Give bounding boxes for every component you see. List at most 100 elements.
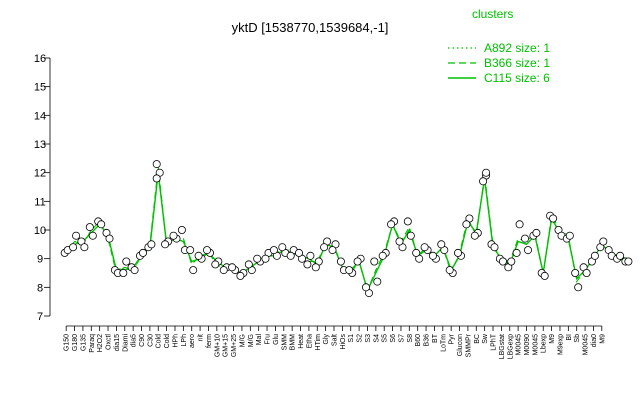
data-point [445, 266, 454, 275]
x-tick-label: Etha [306, 334, 313, 349]
data-point [88, 231, 97, 240]
x-tick-label: Mal [256, 334, 263, 346]
data-point [236, 271, 245, 280]
x-tick-label: M9exp [557, 334, 564, 355]
data-point [428, 251, 437, 260]
x-tick-label: Oxctl [106, 334, 113, 350]
x-tick-label: M0045 [583, 334, 590, 356]
x-tick-label: Cold [156, 334, 163, 349]
x-tick-label: GM+10 [214, 334, 221, 357]
chart-title: yktD [1538770,1539684,-1] [232, 20, 389, 35]
data-point [269, 246, 278, 255]
data-point [462, 220, 471, 229]
y-axis: 7 8 9 10 11 12 13 14 15 16 [34, 53, 51, 323]
data-point [395, 237, 404, 246]
data-point [219, 266, 228, 275]
y-tick-label: 8 [37, 282, 43, 294]
data-point [532, 228, 541, 237]
data-point [403, 217, 412, 226]
data-point [80, 243, 89, 252]
x-tick-label: Gly [323, 334, 330, 345]
x-tick-label: M/G [248, 334, 255, 347]
x-tick-label: BMM [290, 334, 297, 351]
data-point [130, 266, 139, 275]
data-point [328, 246, 337, 255]
data-point [177, 225, 186, 234]
data-point [306, 251, 315, 260]
data-point [406, 231, 415, 240]
data-point [261, 254, 270, 263]
x-tick-label: LBGstat [499, 334, 506, 359]
x-tick-label: GM+15 [223, 334, 230, 357]
data-point [521, 234, 530, 243]
data-point [599, 237, 608, 246]
data-point [412, 248, 421, 257]
x-tick-label: dia15 [114, 334, 121, 351]
data-point [490, 243, 499, 252]
data-point [336, 257, 345, 266]
data-point [571, 268, 580, 277]
data-point [152, 160, 161, 169]
data-point [574, 283, 583, 292]
data-point [590, 251, 599, 260]
data-point [582, 268, 591, 277]
y-tick-label: 7 [37, 311, 43, 323]
data-point [345, 266, 354, 275]
x-tick-label: M9 [599, 334, 606, 344]
x-tick-label: B60 [415, 334, 422, 347]
y-tick-label: 14 [34, 110, 46, 122]
x-tick-label: Sb [574, 334, 581, 343]
y-tick-label: 9 [37, 254, 43, 266]
data-point [370, 257, 379, 266]
legend-title: clusters [472, 7, 513, 21]
x-tick-label: H2O2 [97, 334, 104, 352]
x-tick-label: S3 [365, 334, 372, 343]
x-tick-label: M0090 [524, 334, 531, 356]
legend-label-c115: C115 size: 6 [484, 71, 550, 85]
x-tick-label: Lbexp [541, 334, 548, 353]
y-tick-label: 13 [34, 139, 46, 151]
x-tick-label: S8 [407, 334, 414, 343]
x-tick-label: Glucon [457, 334, 464, 356]
data-point [565, 231, 574, 240]
x-tick-label: BI [566, 334, 573, 341]
data-point [169, 231, 178, 240]
data-point [616, 251, 625, 260]
data-point [624, 257, 633, 266]
data-point [470, 231, 479, 240]
data-point [69, 243, 78, 252]
data-point [122, 257, 131, 266]
data-point [373, 277, 382, 286]
y-tick-label: 12 [34, 168, 46, 180]
data-point [72, 231, 81, 240]
data-point [320, 243, 329, 252]
data-point [311, 263, 320, 272]
data-point [453, 248, 462, 257]
x-tick-label: Diami [122, 334, 129, 352]
x-tick-label: dia5 [131, 334, 138, 347]
plot-area [60, 160, 633, 298]
data-point [507, 257, 516, 266]
y-tick-label: 15 [34, 82, 46, 94]
x-tick-label: M9 [549, 334, 556, 344]
data-point [482, 168, 491, 177]
data-point [211, 260, 220, 269]
data-point [105, 234, 114, 243]
data-point [278, 243, 287, 252]
data-point [138, 248, 147, 257]
x-tick-label: S2 [357, 334, 364, 343]
x-tick-label: S5 [382, 334, 389, 343]
x-tick-label: Pyr [449, 333, 456, 344]
x-tick-label: S6 [390, 334, 397, 343]
x-tick-label: C90 [139, 334, 146, 347]
data-point [244, 260, 253, 269]
data-point [189, 266, 198, 275]
x-tick-label: G135 [80, 334, 87, 351]
x-tick-label: dia0 [591, 334, 598, 347]
x-tick-label: aero [189, 334, 196, 348]
data-point [361, 283, 370, 292]
x-tick-label: LPhT [491, 333, 498, 350]
data-point [540, 271, 549, 280]
x-tick-label: HPh [172, 334, 179, 348]
x-tick-label: SMMPr [465, 333, 472, 357]
